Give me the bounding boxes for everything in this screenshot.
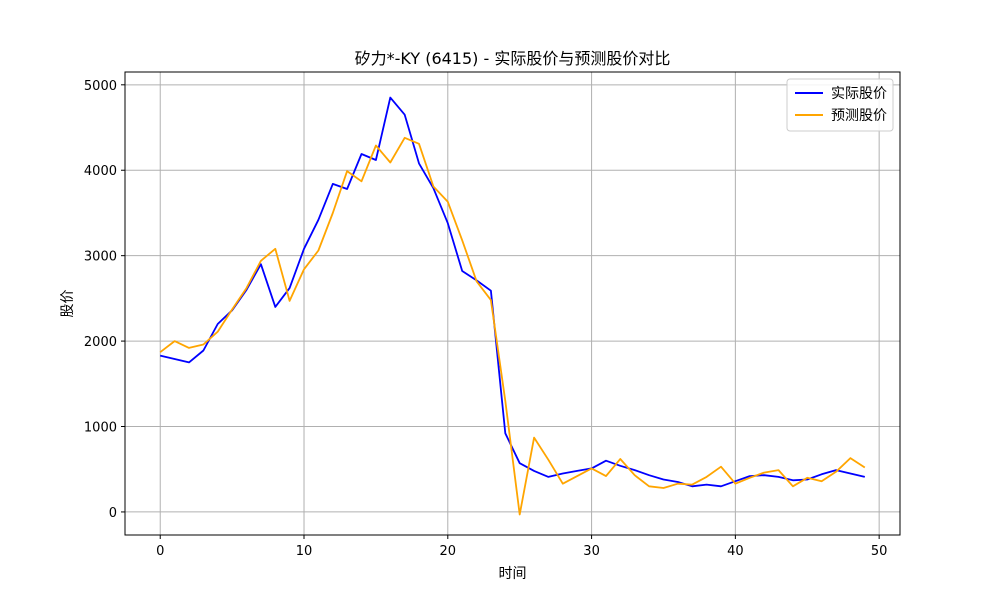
x-tick-label: 20 <box>440 544 457 559</box>
series-line-predicted <box>159 136 866 516</box>
y-axis-label: 股价 <box>60 290 76 318</box>
x-tick-label: 0 <box>156 544 164 559</box>
plot-frame <box>124 71 901 536</box>
y-tick-label: 4000 <box>84 164 117 179</box>
x-tick-label: 40 <box>727 544 744 559</box>
y-tick-label: 2000 <box>84 335 117 350</box>
y-tick-label: 3000 <box>84 250 117 265</box>
x-axis-label: 时间 <box>499 566 527 582</box>
axis-ticks: 0 10 20 30 40 50 0 1000 2000 3000 4000 5000 <box>84 79 888 559</box>
legend-label-actual: 实际股价 <box>831 86 887 102</box>
y-tick-label: 1000 <box>84 421 117 436</box>
legend: 实际股价 预测股价 <box>786 78 894 132</box>
series-lines <box>159 96 866 516</box>
grid <box>125 72 900 535</box>
series-line-actual <box>159 96 866 488</box>
x-tick-label: 50 <box>871 544 888 559</box>
legend-label-predicted: 预测股价 <box>831 108 887 124</box>
y-tick-label: 0 <box>109 506 117 521</box>
x-tick-label: 30 <box>583 544 600 559</box>
x-tick-label: 10 <box>296 544 313 559</box>
y-tick-label: 5000 <box>84 79 117 94</box>
chart-title: 矽力*-KY (6415) - 实际股价与预测股价对比 <box>355 49 671 68</box>
